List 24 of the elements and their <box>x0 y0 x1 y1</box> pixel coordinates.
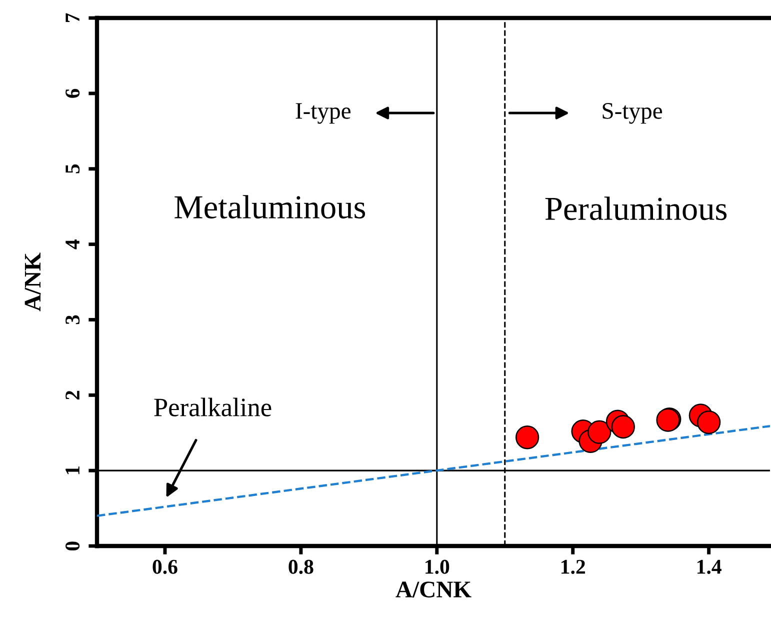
annotation: S-type <box>602 103 662 124</box>
y-tick-label: 3 <box>66 315 80 324</box>
y-tick-label: 4 <box>66 239 80 250</box>
y-tick-label: 1 <box>66 466 80 474</box>
y-tick-label: 6 <box>66 88 80 98</box>
point <box>515 426 540 450</box>
y-axis-title: A/NK <box>24 252 41 312</box>
x-tick-label: 1.0 <box>426 560 450 574</box>
x-tick-label: 1.2 <box>562 560 585 574</box>
annotation: I-type <box>296 103 350 124</box>
annotation: Peraluminous <box>545 196 727 220</box>
point <box>696 410 721 434</box>
x-tick-label: 1.4 <box>697 560 722 574</box>
annotation: Metaluminous <box>174 195 366 219</box>
point <box>588 420 612 444</box>
x-tick-label: 0.6 <box>152 560 178 574</box>
y-tick-label: 2 <box>66 390 80 400</box>
y-tick-label: 0 <box>66 542 80 550</box>
y-tick-label: 5 <box>66 164 80 174</box>
x-axis-title: A/CNK <box>396 582 472 598</box>
point <box>611 415 635 439</box>
annotation: Peralkaline <box>154 398 272 416</box>
x-tick-label: 0.8 <box>288 560 314 574</box>
y-tick-label: 7 <box>66 13 80 22</box>
